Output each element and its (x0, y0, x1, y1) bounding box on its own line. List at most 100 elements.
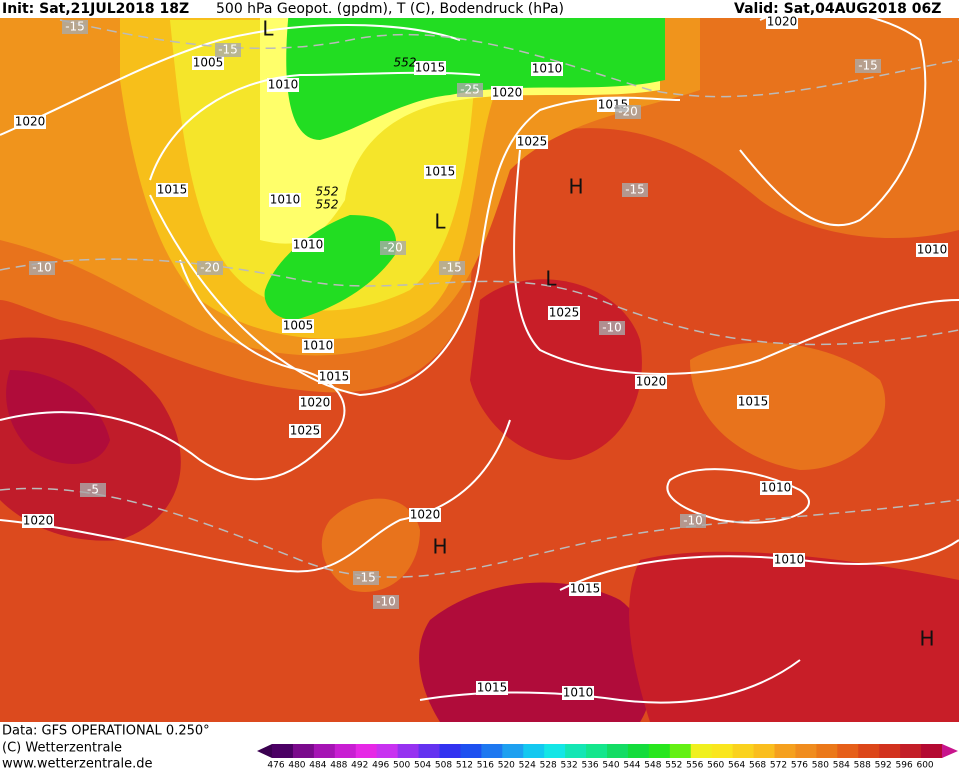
temperature-label: -15 (218, 43, 238, 57)
colorbar-label: 592 (875, 761, 892, 770)
temperature-label: -10 (32, 261, 52, 275)
colorbar-swatch (879, 744, 901, 758)
isobar-label: 1015 (738, 395, 769, 409)
colorbar-swatch (460, 744, 482, 758)
isobar-label-box (302, 339, 334, 353)
colorbar-swatch (627, 744, 650, 758)
isobar-label-box (424, 165, 456, 179)
isobar-label-box (737, 395, 769, 409)
colorbar-label: 552 (665, 761, 682, 770)
isobar-label-box (548, 306, 580, 320)
colorbar-label: 576 (791, 761, 808, 770)
colorbar-swatch (397, 744, 420, 758)
colorbar-swatch (439, 744, 461, 758)
isobar-label-box (569, 582, 601, 596)
colorbar-swatch (272, 744, 294, 758)
colorbar-label: 536 (581, 761, 598, 770)
temperature-label-box (380, 241, 406, 255)
colorbar-label: 580 (812, 761, 829, 770)
temperature-label: -20 (200, 261, 220, 275)
temperature-label: -20 (383, 241, 403, 255)
colorbar-label: 548 (644, 761, 661, 770)
colorbar-label: 596 (896, 761, 913, 770)
temperature-label: -25 (460, 83, 480, 97)
colorbar-swatch (376, 744, 399, 758)
isobar-label: 1015 (415, 61, 446, 75)
temperature-label: -15 (356, 571, 376, 585)
isobar-label-box (414, 61, 446, 75)
pressure-center: H (919, 627, 934, 651)
colorbar-swatch (313, 744, 336, 758)
temperature-label: -10 (683, 514, 703, 528)
temperature-label-box (197, 261, 223, 275)
temperature-label: -10 (602, 321, 622, 335)
colorbar-swatch (753, 744, 775, 758)
temperature-label-box (215, 43, 241, 57)
temperature-label-box (373, 595, 399, 609)
colorbar-label: 560 (707, 761, 724, 770)
temperature-label-box (353, 571, 379, 585)
isobar-label-box (267, 78, 299, 92)
footer-data: Data: GFS OPERATIONAL 0.250° (2, 724, 210, 739)
footer-copyright: (C) Wetterzentrale (2, 741, 122, 756)
valid-time: Valid: Sat,04AUG2018 06Z (734, 1, 941, 17)
temperature-label: -15 (625, 183, 645, 197)
isobar-label-box (282, 319, 314, 333)
isobar-label-box (269, 193, 301, 207)
isobar-label: 1010 (303, 339, 334, 353)
isobar-label-box (562, 686, 594, 700)
colorbar-swatch (732, 744, 755, 758)
colorbar-swatch (481, 744, 503, 758)
isobar-label: 1005 (193, 56, 224, 70)
temperature-label-box (457, 83, 483, 97)
isobar-label: 1020 (15, 115, 46, 129)
isobar-label-box (766, 15, 798, 29)
field (0, 0, 959, 722)
isobar-label-box (916, 243, 948, 257)
colorbar-label: 492 (351, 761, 368, 770)
colorbar-label: 544 (623, 761, 640, 770)
colorbar-label: 540 (602, 761, 619, 770)
colorbar-swatch (607, 744, 629, 758)
colorbar-swatch (355, 744, 378, 758)
colorbar-swatch (900, 744, 922, 758)
isobar-label: 1025 (549, 306, 580, 320)
isobar-label-box (476, 681, 508, 695)
temperature-label: -15 (442, 261, 462, 275)
isobar-label-box (531, 62, 563, 76)
isobar-label: 1010 (270, 193, 301, 207)
isobar-label: 1010 (563, 686, 594, 700)
temperature-label-box (439, 261, 465, 275)
colorbar-swatch (418, 744, 440, 758)
isobar-label: 1015 (157, 183, 188, 197)
isobar-label-box (292, 238, 324, 252)
isobar-label-box (156, 183, 188, 197)
isobar-label-box (299, 396, 331, 410)
colorbar-swatch (502, 744, 524, 758)
pressure-center: L (434, 210, 446, 234)
isotherms (0, 19, 959, 578)
header-bar (0, 0, 959, 18)
isobar-label-box (318, 370, 350, 384)
temperature-label: -15 (858, 59, 878, 73)
colorbar-label: 520 (498, 761, 515, 770)
colorbar-label: 568 (749, 761, 766, 770)
colorbar-swatch (565, 744, 587, 758)
colorbar-swatch (586, 744, 608, 758)
colorbar-swatch (292, 744, 315, 758)
isobar-label-box (192, 56, 224, 70)
temperature-label-box (29, 261, 55, 275)
footer-url: www.wetterzentrale.de (2, 757, 152, 770)
isobar-label: 1020 (300, 396, 331, 410)
isobar-label-box (289, 424, 321, 438)
temperature-label: -15 (65, 20, 85, 34)
temperature-label: -20 (618, 105, 638, 119)
colorbar-swatch (334, 744, 357, 758)
temperature-label: -10 (376, 595, 396, 609)
colorbar-swatch (648, 744, 671, 758)
colorbar-swatch (795, 744, 817, 758)
isobar-label: 1010 (774, 553, 805, 567)
colorbar-swatch (774, 744, 796, 758)
temperature-label-box (599, 321, 625, 335)
colorbar-label: 524 (519, 761, 536, 770)
